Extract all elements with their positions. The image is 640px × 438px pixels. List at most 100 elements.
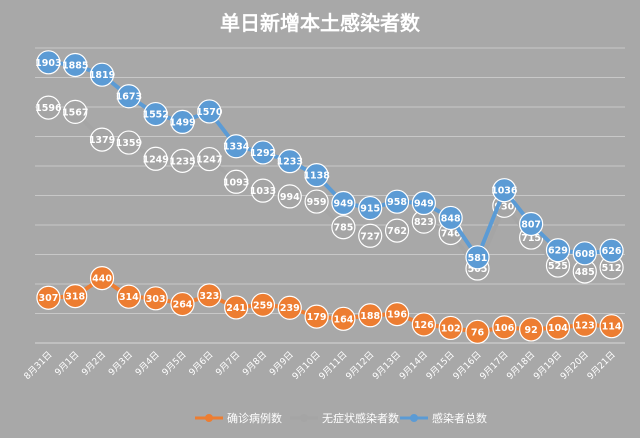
- data-point: [358, 195, 383, 221]
- data-label: 1499: [169, 117, 195, 128]
- data-label: 188: [360, 311, 380, 322]
- data-label: 930: [494, 201, 514, 212]
- data-point: [304, 163, 329, 188]
- data-label: 1596: [35, 103, 62, 114]
- chart-title: 单日新增本土感染者数: [220, 11, 421, 35]
- data-point: [116, 284, 141, 309]
- data-point: [36, 285, 61, 310]
- data-label: 915: [360, 204, 380, 215]
- data-point: [197, 99, 222, 124]
- data-label: 994: [280, 192, 300, 203]
- x-tick-label: 9月5日: [160, 349, 189, 378]
- data-point: [89, 127, 115, 152]
- x-tick-label: 9月2日: [80, 349, 109, 378]
- data-label: 1570: [196, 107, 223, 118]
- data-point: [250, 178, 276, 203]
- x-tick-label: 9月4日: [133, 349, 162, 378]
- data-label: 1093: [223, 177, 249, 188]
- data-point: [492, 315, 517, 340]
- data-label: 1138: [303, 171, 330, 182]
- x-tick-label: 9月8日: [240, 349, 269, 378]
- legend-item: 无症状感染者数: [290, 411, 399, 425]
- data-label: 102: [441, 323, 461, 334]
- x-tick-label: 9月20日: [558, 349, 591, 382]
- data-label: 323: [199, 291, 219, 302]
- data-label: 949: [333, 199, 353, 210]
- data-label: 307: [38, 293, 58, 304]
- data-label: 440: [92, 274, 112, 285]
- data-point: [63, 52, 88, 78]
- x-tick-label: 9月13日: [371, 349, 404, 382]
- data-label: 807: [521, 219, 541, 230]
- data-point: [411, 312, 436, 337]
- data-point: [331, 190, 356, 216]
- data-label: 1819: [89, 70, 115, 81]
- x-tick-label: 9月3日: [106, 349, 135, 378]
- data-label: 196: [387, 310, 407, 321]
- x-tick-label: 9月18日: [505, 349, 538, 382]
- data-point: [545, 238, 571, 263]
- data-point: [277, 149, 302, 174]
- legend-label: 确诊病例数: [227, 411, 282, 425]
- data-label: 179: [307, 312, 327, 323]
- data-point: [170, 109, 195, 134]
- data-label: 303: [146, 294, 166, 305]
- x-tick-label: 9月6日: [187, 349, 216, 378]
- data-point: [170, 148, 195, 173]
- data-point: [465, 245, 490, 270]
- data-point: [36, 50, 61, 75]
- data-label: 1903: [35, 58, 61, 69]
- data-point: [36, 95, 61, 120]
- data-label: 1249: [142, 154, 168, 165]
- data-label: 958: [387, 197, 407, 208]
- data-label: 608: [575, 249, 595, 260]
- data-label: 1673: [116, 92, 142, 103]
- data-label: 1359: [116, 138, 142, 149]
- data-label: 126: [414, 320, 434, 331]
- data-point: [224, 169, 249, 194]
- series-line: [48, 105, 612, 274]
- data-point: [89, 266, 115, 291]
- data-point: [304, 189, 329, 214]
- data-label: 1033: [250, 186, 276, 197]
- x-tick-label: 9月17日: [478, 349, 511, 382]
- data-label: 123: [575, 320, 595, 331]
- legend-swatch-marker: [410, 414, 418, 422]
- data-label: 259: [253, 300, 273, 311]
- data-point: [438, 315, 463, 341]
- data-point: [384, 189, 410, 214]
- data-point: [143, 146, 168, 171]
- data-point: [331, 306, 356, 331]
- data-label: 485: [575, 267, 595, 278]
- data-point: [277, 184, 302, 209]
- legend-swatch-marker: [300, 414, 308, 422]
- data-label: 106: [494, 323, 514, 334]
- data-point: [143, 101, 168, 127]
- data-label: 785: [333, 223, 353, 234]
- data-label: 727: [360, 231, 380, 242]
- data-point: [572, 241, 597, 266]
- data-point: [224, 295, 249, 320]
- data-point: [438, 205, 463, 231]
- data-label: 512: [602, 263, 622, 274]
- data-label: 762: [387, 226, 407, 237]
- data-point: [143, 286, 168, 311]
- data-point: [304, 304, 329, 329]
- data-label: 848: [441, 213, 461, 224]
- legend-label: 无症状感染者数: [322, 411, 399, 425]
- data-label: 164: [333, 314, 353, 325]
- data-label: 239: [280, 303, 300, 314]
- data-point: [197, 283, 222, 308]
- x-tick-label: 9月7日: [214, 349, 243, 378]
- x-tick-label: 9月11日: [317, 349, 350, 382]
- data-label: 76: [471, 327, 485, 338]
- data-label: 318: [65, 292, 85, 303]
- data-label: 959: [307, 197, 327, 208]
- series-line: [48, 276, 612, 334]
- data-label: 1885: [62, 60, 88, 71]
- x-tick-label: 8月31日: [22, 349, 55, 382]
- data-point: [599, 238, 624, 263]
- data-point: [63, 99, 88, 124]
- data-label: 626: [602, 246, 622, 257]
